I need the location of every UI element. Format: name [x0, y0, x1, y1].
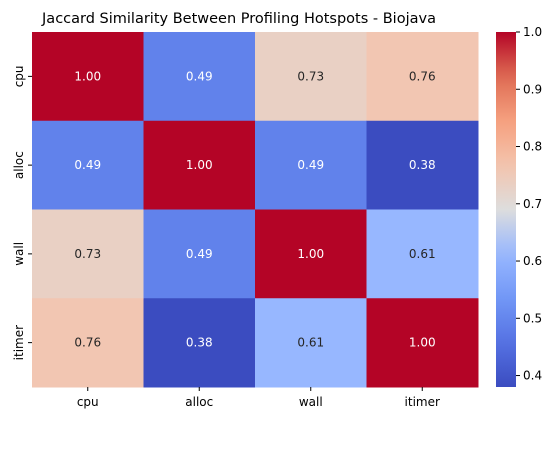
heatmap-cell — [366, 298, 479, 388]
y-tick-label: alloc — [12, 151, 26, 179]
cell-value-label: 0.73 — [297, 69, 324, 83]
y-axis: cpu alloc wall itimer — [12, 65, 32, 360]
heatmap-cell — [143, 209, 256, 299]
cell-value-label: 0.61 — [297, 336, 324, 350]
x-tick-label: wall — [299, 395, 323, 409]
cell-value-label: 0.49 — [74, 158, 101, 172]
heatmap-cells: 1.00 0.49 0.73 0.76 0.49 1.00 0.49 0.38 0.73 0.49… — [32, 32, 479, 388]
chart-title: Jaccard Similarity Between Profiling Hot… — [41, 11, 436, 27]
colorbar-tick-label: 0.4 — [523, 369, 542, 383]
cell-value-label: 0.38 — [409, 158, 436, 172]
heatmap-cell — [32, 120, 144, 210]
x-tick-label: itimer — [405, 395, 440, 409]
colorbar-tick-label: 0.8 — [523, 140, 542, 154]
x-tick-label: cpu — [77, 395, 99, 409]
heatmap-cell — [32, 32, 144, 122]
cell-value-label: 0.61 — [409, 247, 436, 261]
cell-value-label: 1.00 — [409, 336, 436, 350]
heatmap-cell — [366, 32, 479, 122]
cell-value-label: 0.49 — [186, 247, 213, 261]
colorbar-tick-label: 1.0 — [523, 25, 542, 39]
cell-value-label: 0.73 — [74, 247, 101, 261]
cell-value-label: 1.00 — [186, 158, 213, 172]
heatmap-cell — [143, 32, 256, 122]
colorbar-tick-label: 0.6 — [523, 254, 542, 268]
heatmap-cell — [255, 209, 367, 299]
heatmap-cell — [366, 209, 479, 299]
colorbar: 0.4 0.5 0.6 0.7 0.8 0.9 1.0 — [496, 25, 542, 387]
cell-value-label: 1.00 — [297, 247, 324, 261]
cell-value-label: 0.76 — [409, 69, 436, 83]
heatmap-cell — [255, 120, 367, 210]
colorbar-tick-label: 0.9 — [523, 82, 542, 96]
colorbar-tick-label: 0.7 — [523, 197, 542, 211]
cell-value-label: 0.49 — [297, 158, 324, 172]
heatmap-cell — [366, 120, 479, 210]
heatmap-cell — [143, 298, 256, 388]
colorbar-gradient — [496, 32, 516, 387]
heatmap-cell — [143, 120, 256, 210]
y-tick-label: wall — [12, 242, 26, 266]
cell-value-label: 1.00 — [74, 69, 101, 83]
y-tick-label: cpu — [12, 65, 26, 87]
heatmap-cell — [255, 32, 367, 122]
cell-value-label: 0.76 — [74, 336, 101, 350]
cell-value-label: 0.49 — [186, 69, 213, 83]
x-tick-label: alloc — [185, 395, 213, 409]
heatmap-cell — [32, 298, 144, 388]
x-axis: cpu alloc wall itimer — [77, 387, 440, 409]
cell-value-label: 0.38 — [186, 336, 213, 350]
heatmap-cell — [32, 209, 144, 299]
heatmap-cell — [255, 298, 367, 388]
y-tick-label: itimer — [12, 325, 26, 360]
colorbar-tick-label: 0.5 — [523, 311, 542, 325]
